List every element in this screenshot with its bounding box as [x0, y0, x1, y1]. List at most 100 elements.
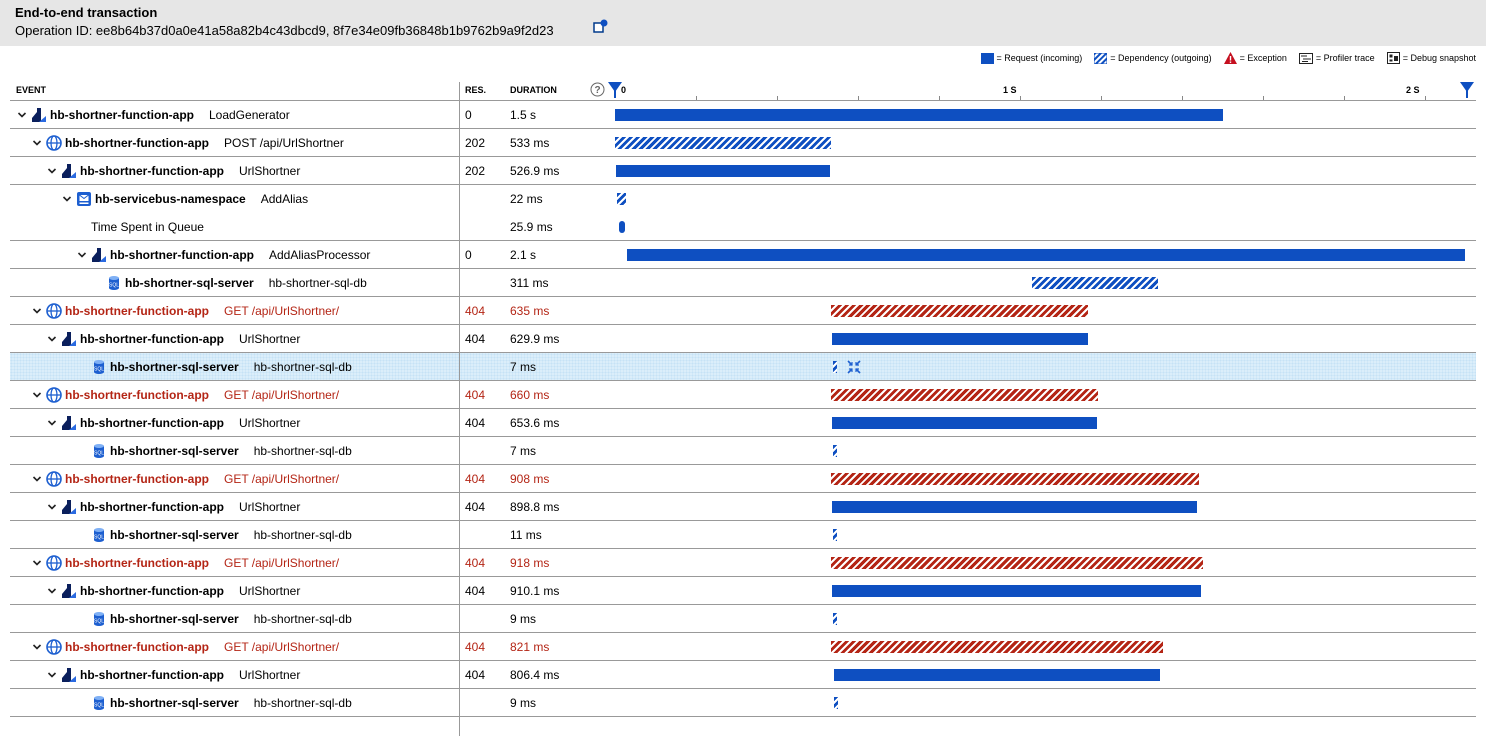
transaction-row[interactable]: hb-shortner-function-app LoadGenerator 0 1.… — [10, 101, 1476, 128]
request-bar[interactable] — [627, 249, 1466, 261]
operation-name: UrlShortner — [238, 163, 301, 178]
dependency-bar[interactable] — [617, 193, 626, 205]
request-bar[interactable] — [832, 417, 1098, 429]
legend-request: = Request (incoming) — [980, 52, 1082, 64]
operation-name: hb-shortner-sql-db — [253, 527, 352, 542]
timeline-axis: 0 1 S 2 S — [608, 82, 1474, 100]
event-cell: hb-shortner-function-app GET /api/UrlShor… — [31, 633, 339, 660]
row-divider — [10, 604, 1476, 605]
chevron-down-icon[interactable] — [16, 109, 31, 121]
transaction-row[interactable]: SQL hb-shortner-sql-server hb-shortner-sql… — [10, 437, 1476, 464]
chevron-down-icon[interactable] — [46, 333, 61, 345]
request-bar[interactable] — [832, 333, 1088, 345]
chevron-down-icon[interactable] — [31, 557, 46, 569]
request-bar[interactable] — [616, 165, 830, 177]
chevron-down-icon[interactable] — [31, 137, 46, 149]
event-cell: hb-shortner-function-app GET /api/UrlShor… — [31, 465, 339, 492]
result-code: 404 — [465, 639, 486, 654]
transaction-row[interactable]: hb-shortner-function-app UrlShortner 404 65… — [10, 409, 1476, 436]
expand-icon[interactable] — [847, 360, 861, 374]
resource-name: hb-shortner-function-app — [80, 415, 224, 430]
help-icon[interactable]: ? — [590, 82, 605, 97]
duration-value: 9 ms — [510, 611, 537, 626]
transaction-row[interactable]: hb-shortner-function-app POST /api/UrlSho… — [10, 129, 1476, 156]
row-divider — [10, 240, 1476, 241]
resource-name: hb-shortner-function-app — [80, 163, 224, 178]
transaction-row[interactable]: hb-shortner-function-app AddAliasProcesso… — [10, 241, 1476, 268]
chevron-down-icon[interactable] — [46, 165, 61, 177]
transaction-row[interactable]: hb-shortner-function-app UrlShortner 202 52… — [10, 157, 1476, 184]
dependency-bar[interactable] — [832, 361, 837, 373]
transaction-row[interactable]: SQL hb-shortner-sql-server hb-shortner-sql… — [10, 521, 1476, 548]
exception-bar[interactable] — [830, 557, 1203, 569]
chevron-down-icon[interactable] — [46, 501, 61, 513]
request-bar[interactable] — [619, 221, 626, 233]
copy-icon[interactable] — [593, 19, 608, 34]
transaction-row[interactable]: hb-shortner-function-app GET /api/UrlShor… — [10, 549, 1476, 576]
range-start-handle-icon[interactable] — [608, 82, 622, 98]
chevron-down-icon[interactable] — [31, 641, 46, 653]
operation-name: UrlShortner — [238, 331, 301, 346]
resource-name: hb-shortner-function-app — [80, 499, 224, 514]
chevron-down-icon[interactable] — [46, 669, 61, 681]
chevron-down-icon[interactable] — [46, 417, 61, 429]
transaction-row[interactable]: hb-shortner-function-app UrlShortner 404 91… — [10, 577, 1476, 604]
operation-name: AddAliasProcessor — [268, 247, 371, 262]
svg-text:SQL: SQL — [94, 366, 104, 372]
dependency-bar[interactable] — [615, 137, 831, 149]
row-divider — [10, 380, 1476, 381]
duration-value: 908 ms — [510, 471, 550, 486]
transaction-row[interactable]: hb-shortner-function-app GET /api/UrlShor… — [10, 465, 1476, 492]
result-code: 0 — [465, 107, 472, 122]
dependency-bar[interactable] — [832, 529, 838, 541]
exception-bar[interactable] — [830, 641, 1164, 653]
request-bar[interactable] — [832, 501, 1197, 513]
transaction-row[interactable]: SQL hb-shortner-sql-server hb-shortner-sql… — [10, 269, 1476, 296]
range-end-handle-icon[interactable] — [1460, 82, 1474, 98]
chevron-down-icon[interactable] — [31, 389, 46, 401]
event-cell: SQL hb-shortner-sql-server hb-shortner-sql… — [76, 353, 352, 380]
result-code: 404 — [465, 471, 486, 486]
chevron-down-icon[interactable] — [31, 473, 46, 485]
dependency-swatch-icon — [1094, 52, 1108, 64]
transaction-row[interactable]: hb-shortner-function-app UrlShortner 404 89… — [10, 493, 1476, 520]
chevron-down-icon[interactable] — [31, 305, 46, 317]
exception-bar[interactable] — [830, 389, 1099, 401]
transaction-row[interactable]: SQL hb-shortner-sql-server hb-shortner-sql… — [10, 605, 1476, 632]
chevron-down-icon[interactable] — [46, 585, 61, 597]
request-bar[interactable] — [615, 109, 1223, 121]
svg-text:?: ? — [594, 85, 600, 96]
operation-name: UrlShortner — [238, 667, 301, 682]
dependency-bar[interactable] — [832, 613, 837, 625]
resource-name: hb-shortner-sql-server — [110, 443, 239, 458]
duration-value: 2.1 s — [510, 247, 537, 262]
dependency-bar[interactable] — [1032, 277, 1159, 289]
dependency-bar[interactable] — [833, 697, 838, 709]
operation-name: GET /api/UrlShortner/ — [223, 471, 340, 486]
transaction-row[interactable]: hb-shortner-function-app GET /api/UrlShor… — [10, 381, 1476, 408]
web-request-icon — [46, 554, 65, 571]
transaction-row[interactable]: hb-shortner-function-app GET /api/UrlShor… — [10, 633, 1476, 660]
transaction-row[interactable]: hb-shortner-function-app UrlShortner 404 80… — [10, 661, 1476, 688]
request-bar[interactable] — [833, 669, 1161, 681]
transaction-row[interactable]: hb-shortner-function-app GET /api/UrlShor… — [10, 297, 1476, 324]
transaction-row[interactable]: Time Spent in Queue 25.9 ms — [10, 213, 1476, 240]
event-cell: hb-shortner-function-app GET /api/UrlShor… — [31, 297, 339, 324]
request-bar[interactable] — [832, 585, 1202, 597]
transaction-row[interactable]: SQL hb-shortner-sql-server hb-shortner-sql… — [10, 689, 1476, 716]
dependency-bar[interactable] — [832, 445, 837, 457]
exception-bar[interactable] — [830, 473, 1199, 485]
operation-name: hb-shortner-sql-db — [253, 359, 352, 374]
exception-bar[interactable] — [830, 305, 1089, 317]
event-cell: SQL hb-shortner-sql-server hb-shortner-sql… — [76, 437, 352, 464]
transaction-row[interactable]: SQL hb-shortner-sql-server hb-shortner-sql… — [10, 353, 1476, 380]
duration-value: 11 ms — [510, 527, 542, 542]
svg-text:SQL: SQL — [94, 618, 104, 624]
axis-tick — [1263, 96, 1264, 100]
chevron-down-icon[interactable] — [76, 249, 91, 261]
transaction-row[interactable]: hb-servicebus-namespace AddAlias 22 ms — [10, 185, 1476, 212]
transaction-row[interactable]: hb-shortner-function-app UrlShortner 404 62… — [10, 325, 1476, 352]
event-cell: SQL hb-shortner-sql-server hb-shortner-sql… — [76, 689, 352, 716]
chevron-down-icon[interactable] — [61, 193, 76, 205]
operation-name: UrlShortner — [238, 499, 301, 514]
